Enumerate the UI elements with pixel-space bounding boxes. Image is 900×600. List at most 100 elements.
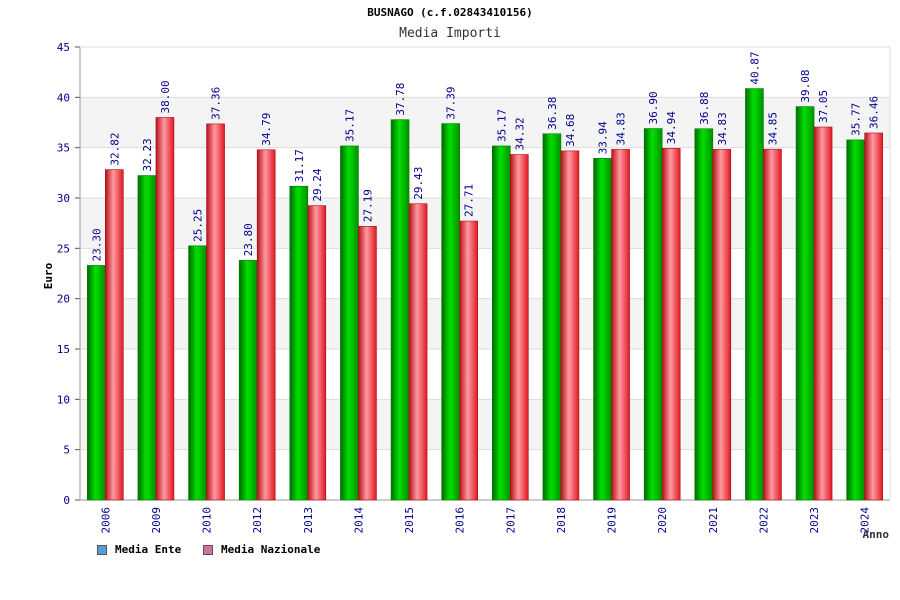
bar-media-nazionale-2016 — [459, 220, 478, 501]
data-label-media-ente-2023: 39.08 — [799, 69, 812, 102]
data-label-media-ente-2014: 35.17 — [343, 109, 356, 142]
bar-media-nazionale-2014 — [358, 225, 377, 501]
bar-media-ente-2012 — [238, 260, 258, 501]
x-axis-label: Anno — [863, 528, 890, 541]
bar-media-ente-2020 — [643, 128, 663, 501]
bar-media-ente-2010 — [188, 245, 207, 501]
data-label-media-ente-2017: 35.17 — [495, 109, 508, 142]
y-tick-label: 45 — [57, 41, 70, 54]
bar-media-nazionale-2024 — [864, 132, 883, 501]
bar-media-ente-2016 — [441, 123, 460, 501]
x-tick-label-2024: 2024 — [859, 507, 872, 534]
bar-media-nazionale-2006 — [105, 169, 124, 501]
data-label-media-ente-2022: 40.87 — [748, 51, 761, 84]
x-tick-label-2022: 2022 — [757, 507, 770, 534]
y-tick-label: 20 — [57, 293, 70, 306]
x-tick-label-2006: 2006 — [99, 507, 112, 534]
bar-media-ente-2018 — [542, 133, 562, 501]
x-tick-label-2009: 2009 — [150, 507, 163, 534]
x-tick-label-2015: 2015 — [403, 507, 416, 534]
x-tick-label-2017: 2017 — [504, 507, 517, 534]
data-label-media-ente-2018: 36.38 — [546, 97, 559, 130]
bar-media-ente-2019 — [593, 158, 612, 501]
y-tick-label: 30 — [57, 192, 70, 205]
bar-media-ente-2024 — [846, 139, 865, 501]
data-label-media-nazionale-2009: 38.00 — [159, 80, 172, 113]
data-label-media-nazionale-2014: 27.19 — [361, 189, 374, 222]
data-label-media-ente-2012: 23.80 — [242, 223, 255, 256]
data-label-media-nazionale-2023: 37.05 — [817, 90, 830, 123]
data-label-media-nazionale-2022: 34.85 — [766, 112, 779, 145]
data-label-media-nazionale-2019: 34.83 — [615, 112, 628, 145]
data-label-media-ente-2015: 37.78 — [394, 83, 407, 116]
bar-media-nazionale-2017 — [510, 154, 529, 501]
bar-media-nazionale-2013 — [307, 205, 327, 501]
legend-swatch-media-nazionale — [203, 544, 213, 555]
bar-media-nazionale-2012 — [256, 149, 276, 501]
data-label-media-nazionale-2010: 37.36 — [210, 87, 223, 120]
y-tick-label: 40 — [57, 91, 70, 104]
x-tick-label-2010: 2010 — [201, 507, 214, 534]
data-label-media-nazionale-2017: 34.32 — [513, 117, 526, 150]
bar-media-ente-2022 — [745, 88, 764, 501]
data-label-media-nazionale-2024: 36.46 — [868, 96, 881, 129]
y-tick-label: 5 — [63, 444, 70, 457]
data-label-media-nazionale-2018: 34.68 — [564, 114, 577, 147]
y-tick-label: 35 — [57, 142, 70, 155]
bar-media-nazionale-2018 — [560, 150, 580, 501]
x-tick-label-2016: 2016 — [454, 507, 467, 534]
bar-media-ente-2015 — [390, 119, 410, 501]
x-tick-label-2019: 2019 — [606, 507, 619, 534]
y-tick-label: 0 — [63, 494, 70, 507]
bar-media-nazionale-2015 — [408, 203, 428, 501]
chart-subtitle: Media Importi — [399, 26, 501, 41]
data-label-media-nazionale-2016: 27.71 — [463, 184, 476, 217]
y-tick-label: 25 — [57, 242, 70, 255]
data-label-media-ente-2013: 31.17 — [293, 149, 306, 182]
bar-media-nazionale-2010 — [206, 123, 225, 501]
data-label-media-nazionale-2020: 34.94 — [665, 111, 678, 144]
data-label-media-ente-2009: 32.23 — [141, 138, 154, 171]
bar-media-ente-2009 — [137, 175, 157, 501]
bar-media-ente-2006 — [87, 265, 106, 501]
data-label-media-ente-2016: 37.39 — [445, 86, 458, 119]
data-label-media-nazionale-2021: 34.83 — [716, 112, 729, 145]
y-axis-label: Euro — [42, 262, 55, 289]
data-label-media-nazionale-2006: 32.82 — [108, 132, 121, 165]
data-label-media-ente-2020: 36.90 — [647, 91, 660, 124]
x-tick-label-2020: 2020 — [656, 507, 669, 534]
bar-media-ente-2014 — [340, 145, 359, 501]
legend-item-media-ente: Media Ente — [97, 543, 181, 556]
data-label-media-ente-2021: 36.88 — [698, 92, 711, 125]
bar-media-nazionale-2020 — [661, 147, 681, 501]
bar-media-ente-2021 — [694, 128, 714, 501]
data-label-media-nazionale-2013: 29.24 — [311, 168, 324, 201]
chart-title: BUSNAGO (c.f.02843410156) — [367, 6, 533, 19]
y-tick-label: 10 — [57, 393, 70, 406]
x-tick-label-2013: 2013 — [302, 507, 315, 534]
bar-media-ente-2017 — [492, 145, 511, 501]
bar-media-nazionale-2021 — [712, 149, 732, 501]
data-label-media-ente-2010: 25.25 — [192, 209, 205, 242]
y-tick-label: 15 — [57, 343, 70, 356]
bar-media-ente-2013 — [289, 185, 309, 501]
data-label-media-ente-2019: 33.94 — [597, 121, 610, 154]
x-tick-label-2021: 2021 — [707, 507, 720, 534]
legend-label-media-nazionale: Media Nazionale — [221, 543, 321, 556]
data-label-media-nazionale-2015: 29.43 — [412, 167, 425, 200]
x-tick-label-2018: 2018 — [555, 507, 568, 534]
data-label-media-ente-2024: 35.77 — [850, 103, 863, 136]
legend-label-media-ente: Media Ente — [115, 543, 182, 556]
x-tick-label-2014: 2014 — [352, 507, 365, 534]
data-label-media-nazionale-2012: 34.79 — [260, 113, 273, 146]
bar-media-nazionale-2019 — [611, 149, 630, 501]
legend-swatch-media-ente — [97, 544, 107, 555]
bar-media-nazionale-2009 — [155, 117, 175, 501]
x-tick-label-2012: 2012 — [251, 507, 264, 534]
bar-media-nazionale-2022 — [763, 148, 782, 501]
data-label-media-ente-2006: 23.30 — [90, 228, 103, 261]
x-tick-label-2023: 2023 — [808, 507, 821, 534]
legend-item-media-nazionale: Media Nazionale — [203, 543, 320, 556]
bar-media-ente-2023 — [795, 106, 815, 501]
